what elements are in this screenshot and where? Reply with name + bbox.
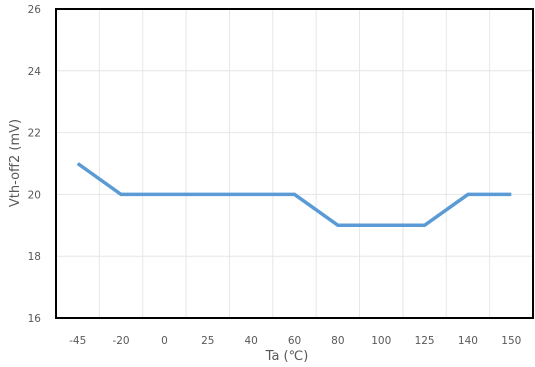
x-tick-label: 60 — [288, 335, 301, 347]
y-tick-label: 24 — [28, 66, 42, 78]
x-tick-label: 80 — [331, 335, 344, 347]
x-tick-label: 125 — [415, 335, 435, 347]
grid-lines — [56, 8, 533, 319]
series-group — [76, 162, 512, 228]
y-tick-label: 20 — [28, 189, 41, 201]
y-tick-label: 18 — [28, 251, 41, 263]
x-tick-label: 0 — [161, 335, 168, 347]
x-tick-label: 25 — [201, 335, 214, 347]
y-tick-label: 16 — [28, 313, 42, 325]
x-tick-label: -20 — [112, 335, 129, 347]
x-tick-label: 140 — [458, 335, 478, 347]
x-tick-label: 100 — [371, 335, 391, 347]
series-line — [76, 162, 512, 228]
y-tick-labels: 16 18 20 22 24 26 — [28, 4, 42, 325]
x-tick-labels: -45 -20 0 25 40 60 80 100 125 140 150 — [69, 335, 521, 347]
y-tick-label: 26 — [28, 4, 42, 16]
plot-area-border — [55, 8, 534, 319]
x-axis-label: Ta (℃) — [265, 349, 309, 364]
y-tick-label: 22 — [28, 128, 41, 140]
y-axis-label: Vth-off2 (mV) — [8, 119, 23, 207]
x-tick-label: 40 — [244, 335, 257, 347]
x-tick-label: 150 — [501, 335, 521, 347]
x-tick-label: -45 — [69, 335, 86, 347]
